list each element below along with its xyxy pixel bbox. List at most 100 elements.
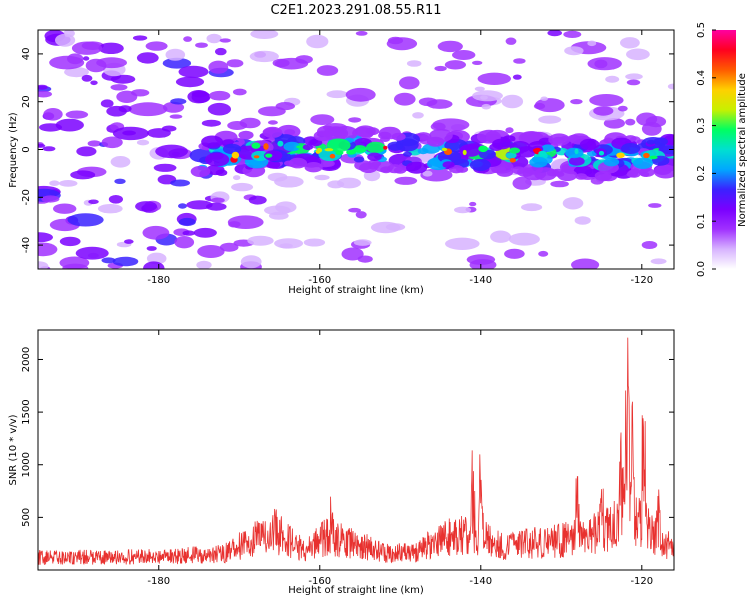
spectrogram-blob-705 [383, 145, 388, 150]
spectrogram-blob-94 [490, 230, 512, 243]
spectrogram-blob-461 [354, 160, 373, 171]
spectrogram-blob-281 [348, 207, 361, 213]
spectrogram-blob-290 [170, 98, 187, 105]
spectrogram-blob-447 [378, 131, 392, 140]
spectrogram-blob-615 [517, 167, 534, 177]
spectrogram-blob-284 [55, 33, 76, 47]
spectrogram-blob-512 [417, 148, 429, 155]
spectrogram-blob-72 [128, 102, 168, 117]
spectrogram-blob-596 [603, 157, 620, 167]
spectrogram-blob-664 [313, 130, 333, 142]
spectrogram-blob-174 [191, 91, 211, 103]
spectrogram-blob-694 [598, 150, 605, 156]
spectrogram-blob-9 [603, 118, 626, 129]
spectrogram-blob-269 [306, 34, 329, 49]
spectrogram-blob-49 [219, 242, 239, 252]
spectrogram-blob-146 [38, 143, 46, 148]
spectrogram-blob-76 [504, 248, 525, 259]
spectrogram-y-tick-label-1: -20 [21, 189, 32, 205]
spectrogram-blob-676 [222, 143, 242, 155]
spectrogram-blob-667 [262, 126, 283, 138]
spectrogram-blob-270 [145, 41, 168, 51]
spectrogram-blob-242 [394, 92, 416, 106]
spectrogram-blob-13 [226, 59, 244, 68]
spectrogram-blob-169 [175, 76, 205, 88]
spectrogram-blob-296 [219, 38, 231, 43]
colorbar-tick-label-4: 0.4 [696, 70, 707, 86]
spectrogram-blob-608 [575, 173, 587, 180]
spectrogram-blob-193 [466, 254, 496, 265]
colorbar-label: Normalized spectral amplitude [737, 73, 748, 227]
spectrogram-blob-96 [38, 261, 49, 269]
spectrogram-blob-267 [348, 117, 362, 123]
spectrogram-blob-675 [565, 147, 584, 159]
spectrogram-blob-164 [142, 225, 170, 240]
spectrogram-blob-219 [571, 258, 600, 269]
spectrogram-blob-67 [667, 83, 674, 90]
spectrogram-blob-122 [355, 211, 367, 219]
spectrogram-blob-247 [353, 239, 372, 246]
spectrogram-blob-238 [239, 117, 261, 129]
spectrogram-blob-291 [248, 195, 267, 205]
spectrogram-blob-697 [263, 143, 269, 150]
spectrogram-blob-257 [274, 57, 309, 70]
snr-x-ticks: -180 -160 -140 -120 [147, 330, 653, 587]
spectrogram-blob-681 [574, 148, 579, 155]
spectrogram-blob-107 [101, 136, 123, 149]
spectrogram-blob-151 [146, 252, 167, 265]
spectrogram-blob-265 [96, 57, 127, 69]
snr-x-tick-label-1: -160 [308, 576, 331, 587]
spectrogram-blob-106 [422, 170, 433, 177]
spectrogram-blob-597 [653, 164, 674, 179]
spectrogram-blob-665 [646, 139, 656, 145]
spectrogram-blob-65 [434, 65, 447, 72]
spectrogram-blob-561 [309, 139, 323, 147]
spectrogram-blob-273 [316, 65, 339, 76]
spectrogram-blob-55 [268, 211, 289, 220]
spectrogram-blob-656 [380, 166, 392, 174]
spectrogram-y-tick-label-4: 40 [21, 48, 32, 61]
spectrogram-x-tick-label-0: -180 [147, 275, 170, 286]
spectrogram-blob-201 [116, 90, 138, 103]
spectrogram-blob-658 [326, 138, 351, 153]
spectrogram-blob-275 [538, 250, 549, 257]
spectrogram-blob-703 [277, 140, 284, 147]
spectrogram-blob-262 [143, 261, 165, 269]
spectrogram-blob-101 [161, 125, 177, 132]
spectrogram-blob-15 [406, 60, 422, 67]
spectrogram-blob-685 [462, 149, 467, 156]
colorbar-tick-label-2: 0.2 [696, 165, 707, 181]
spectrogram-blob-83 [477, 72, 511, 85]
snr-y-ticks: 500 1000 1500 2000 [21, 347, 674, 527]
spectrogram-blob-50 [513, 58, 526, 64]
spectrogram-blob-234 [386, 37, 418, 51]
spectrogram-blob-61 [49, 180, 60, 186]
spectrogram-blob-274 [512, 74, 522, 80]
snr-panel: -180 -160 -140 -120 500 1000 1500 2000 Height … [8, 329, 675, 596]
spectrogram-blob-33 [53, 203, 77, 214]
spectrogram-blob-298 [594, 59, 608, 69]
spectrogram-blob-20 [250, 30, 279, 39]
spectrogram-blob-158 [563, 30, 582, 38]
spectrogram-blob-32 [341, 247, 364, 261]
spectrogram-blob-605 [406, 161, 428, 174]
colorbar-tick-label-5: 0.5 [696, 22, 707, 38]
spectrogram-blob-272 [240, 255, 262, 269]
spectrogram-blob-195 [445, 237, 480, 250]
spectrogram-blob-129 [533, 102, 546, 110]
spectrogram-blob-196 [505, 37, 517, 45]
spectrogram-blob-138 [215, 47, 227, 56]
spectrogram-blob-686 [296, 145, 303, 149]
spectrogram-blob-297 [186, 200, 213, 210]
spectrogram-blob-258 [155, 144, 188, 159]
spectrogram-blob-109 [82, 56, 90, 61]
spectrogram-blob-153 [165, 48, 186, 61]
spectrogram-blob-644 [283, 141, 301, 152]
spectrogram-blob-44 [208, 60, 229, 74]
spectrogram-blob-666 [420, 134, 430, 140]
spectrogram-blob-256 [275, 102, 295, 111]
spectrogram-blob-255 [58, 180, 78, 187]
spectrogram-blob-564 [352, 145, 367, 153]
spectrogram-blob-279 [75, 246, 109, 260]
spectrogram-blob-260 [412, 112, 424, 119]
